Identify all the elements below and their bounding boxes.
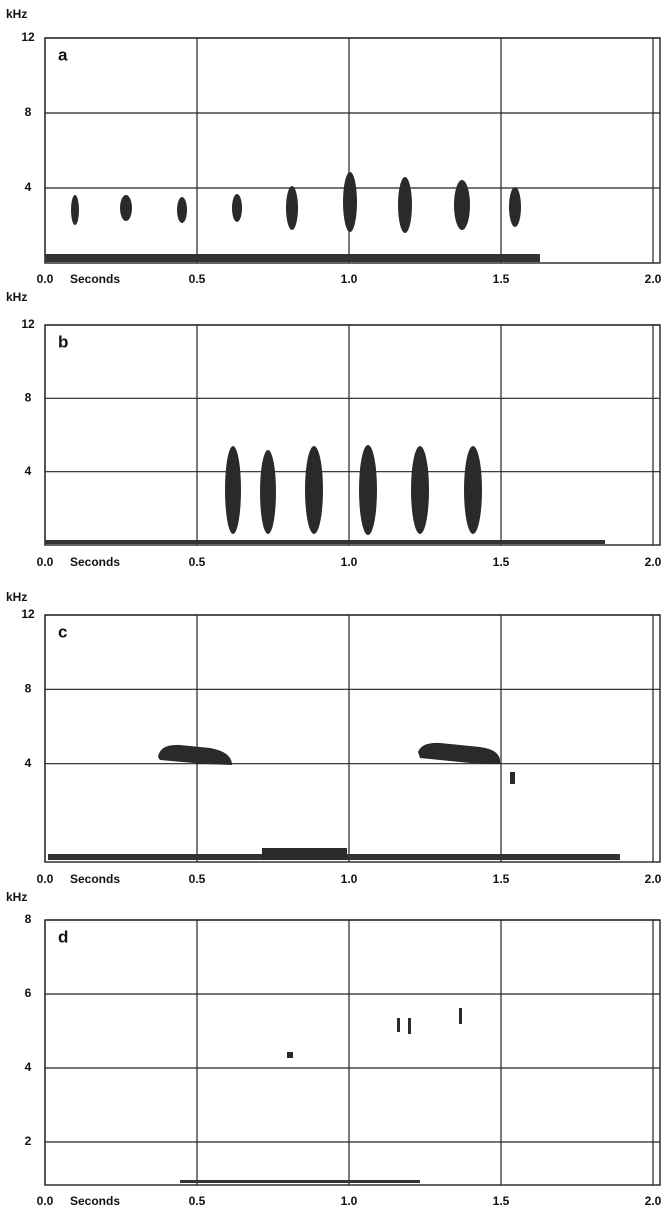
trace bbox=[260, 450, 276, 534]
y-tick-label: 8 bbox=[25, 391, 32, 405]
y-axis-label: kHz bbox=[6, 290, 27, 304]
y-tick-label: 8 bbox=[25, 682, 32, 696]
panel-label: d bbox=[58, 927, 68, 946]
x-tick-label: 1.5 bbox=[493, 872, 510, 886]
y-axis-label: kHz bbox=[6, 890, 27, 904]
trace bbox=[454, 180, 470, 230]
x-tick-label: 2.0 bbox=[645, 872, 662, 886]
plot-frame bbox=[44, 614, 661, 863]
axes: kHz a 4 8 12 0.0 0.5 1.0 1.5 2.0 Seconds kHz b 4 8 12 0.… bbox=[6, 7, 662, 1208]
x-tick-label: 1.5 bbox=[493, 555, 510, 569]
plot-frame bbox=[44, 324, 661, 546]
x-tick-label: 1.5 bbox=[493, 272, 510, 286]
trace bbox=[509, 187, 521, 227]
y-axis-label: kHz bbox=[6, 590, 27, 604]
x-tick-label: 1.5 bbox=[493, 1194, 510, 1208]
x-axis-label: Seconds bbox=[70, 1194, 120, 1208]
trace bbox=[464, 446, 482, 534]
trace bbox=[510, 772, 515, 784]
x-tick-label: 1.0 bbox=[341, 555, 358, 569]
y-tick-label: 8 bbox=[25, 105, 32, 119]
noise-band bbox=[45, 540, 605, 544]
noise-band bbox=[45, 254, 540, 262]
trace bbox=[459, 1008, 462, 1024]
y-tick-label: 4 bbox=[25, 1060, 32, 1074]
panel-label: b bbox=[58, 332, 68, 351]
panel-label: c bbox=[58, 622, 67, 641]
x-tick-label: 0.0 bbox=[37, 272, 54, 286]
y-tick-label: 12 bbox=[21, 317, 35, 331]
trace bbox=[398, 177, 412, 233]
x-tick-label: 2.0 bbox=[645, 272, 662, 286]
trace bbox=[177, 197, 187, 223]
x-tick-label: 0.5 bbox=[189, 555, 206, 569]
trace bbox=[286, 186, 298, 230]
x-tick-label: 2.0 bbox=[645, 1194, 662, 1208]
trace bbox=[343, 172, 357, 232]
plot-frame bbox=[44, 919, 661, 1186]
x-axis-label: Seconds bbox=[70, 272, 120, 286]
trace bbox=[397, 1018, 400, 1032]
trace bbox=[408, 1018, 411, 1034]
trace bbox=[232, 194, 242, 222]
y-tick-label: 8 bbox=[25, 912, 32, 926]
x-tick-label: 1.0 bbox=[341, 272, 358, 286]
x-axis-label: Seconds bbox=[70, 872, 120, 886]
y-tick-label: 6 bbox=[25, 986, 32, 1000]
trace bbox=[418, 742, 501, 764]
trace bbox=[120, 195, 132, 221]
x-tick-label: 0.0 bbox=[37, 872, 54, 886]
trace bbox=[225, 446, 241, 534]
noise-band bbox=[180, 1180, 420, 1183]
x-tick-label: 2.0 bbox=[645, 555, 662, 569]
trace bbox=[262, 848, 347, 860]
trace bbox=[305, 446, 323, 534]
x-tick-label: 0.5 bbox=[189, 1194, 206, 1208]
x-tick-label: 1.0 bbox=[341, 872, 358, 886]
y-tick-label: 4 bbox=[25, 180, 32, 194]
x-axis-label: Seconds bbox=[70, 555, 120, 569]
x-tick-label: 0.5 bbox=[189, 872, 206, 886]
spectrogram-traces bbox=[45, 172, 620, 1183]
x-tick-label: 0.0 bbox=[37, 555, 54, 569]
panel-label: a bbox=[58, 45, 68, 64]
x-tick-label: 1.0 bbox=[341, 1194, 358, 1208]
x-tick-label: 0.5 bbox=[189, 272, 206, 286]
trace bbox=[359, 445, 377, 535]
y-tick-label: 4 bbox=[25, 756, 32, 770]
y-tick-label: 2 bbox=[25, 1134, 32, 1148]
x-tick-label: 0.0 bbox=[37, 1194, 54, 1208]
trace bbox=[71, 195, 79, 225]
trace bbox=[158, 744, 232, 765]
trace bbox=[287, 1052, 293, 1058]
y-tick-label: 12 bbox=[21, 607, 35, 621]
y-tick-label: 4 bbox=[25, 464, 32, 478]
y-axis-label: kHz bbox=[6, 7, 27, 21]
y-tick-label: 12 bbox=[21, 30, 35, 44]
trace bbox=[411, 446, 429, 534]
